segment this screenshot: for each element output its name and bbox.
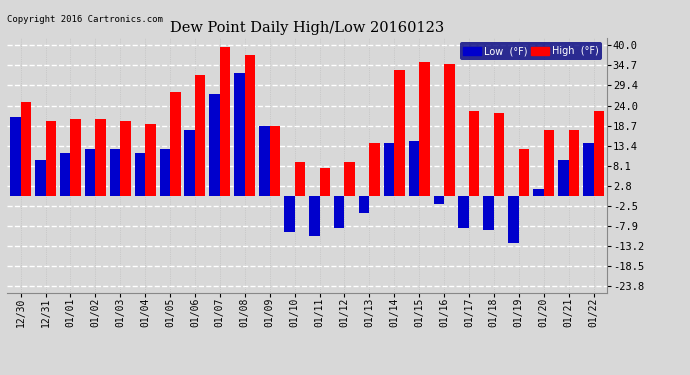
Bar (195, 75, 206, 196)
Bar (593, 111, 604, 196)
Bar (209, 94, 220, 196)
Bar (334, 196, 344, 228)
Bar (319, 168, 330, 196)
Bar (95, 119, 106, 196)
Bar (270, 126, 280, 196)
Bar (509, 196, 519, 243)
Bar (558, 160, 569, 196)
Bar (519, 149, 529, 196)
Bar (245, 54, 255, 196)
Bar (444, 64, 455, 196)
Bar (46, 121, 56, 196)
Bar (35, 160, 46, 196)
Bar (469, 111, 480, 196)
Bar (569, 130, 579, 196)
Bar (544, 130, 554, 196)
Legend: Low  (°F), High  (°F): Low (°F), High (°F) (460, 42, 602, 60)
Bar (170, 92, 181, 196)
Bar (159, 149, 170, 196)
Bar (369, 143, 380, 196)
Bar (284, 196, 295, 232)
Bar (458, 196, 469, 228)
Bar (184, 130, 195, 196)
Title: Dew Point Daily High/Low 20160123: Dew Point Daily High/Low 20160123 (170, 21, 444, 35)
Bar (394, 70, 405, 196)
Bar (70, 119, 81, 196)
Bar (10, 117, 21, 196)
Bar (120, 121, 130, 196)
Bar (583, 143, 593, 196)
Bar (408, 141, 419, 196)
Bar (110, 149, 120, 196)
Bar (309, 196, 319, 236)
Bar (344, 162, 355, 196)
Text: Copyright 2016 Cartronics.com: Copyright 2016 Cartronics.com (7, 15, 163, 24)
Bar (494, 113, 504, 196)
Bar (259, 126, 270, 196)
Bar (21, 102, 31, 196)
Bar (359, 196, 369, 213)
Bar (384, 143, 394, 196)
Bar (60, 153, 70, 196)
Bar (295, 162, 305, 196)
Bar (484, 196, 494, 230)
Bar (135, 153, 145, 196)
Bar (419, 62, 430, 196)
Bar (85, 149, 95, 196)
Bar (533, 189, 544, 196)
Bar (145, 124, 156, 196)
Bar (433, 196, 444, 204)
Bar (235, 74, 245, 196)
Bar (220, 47, 230, 196)
